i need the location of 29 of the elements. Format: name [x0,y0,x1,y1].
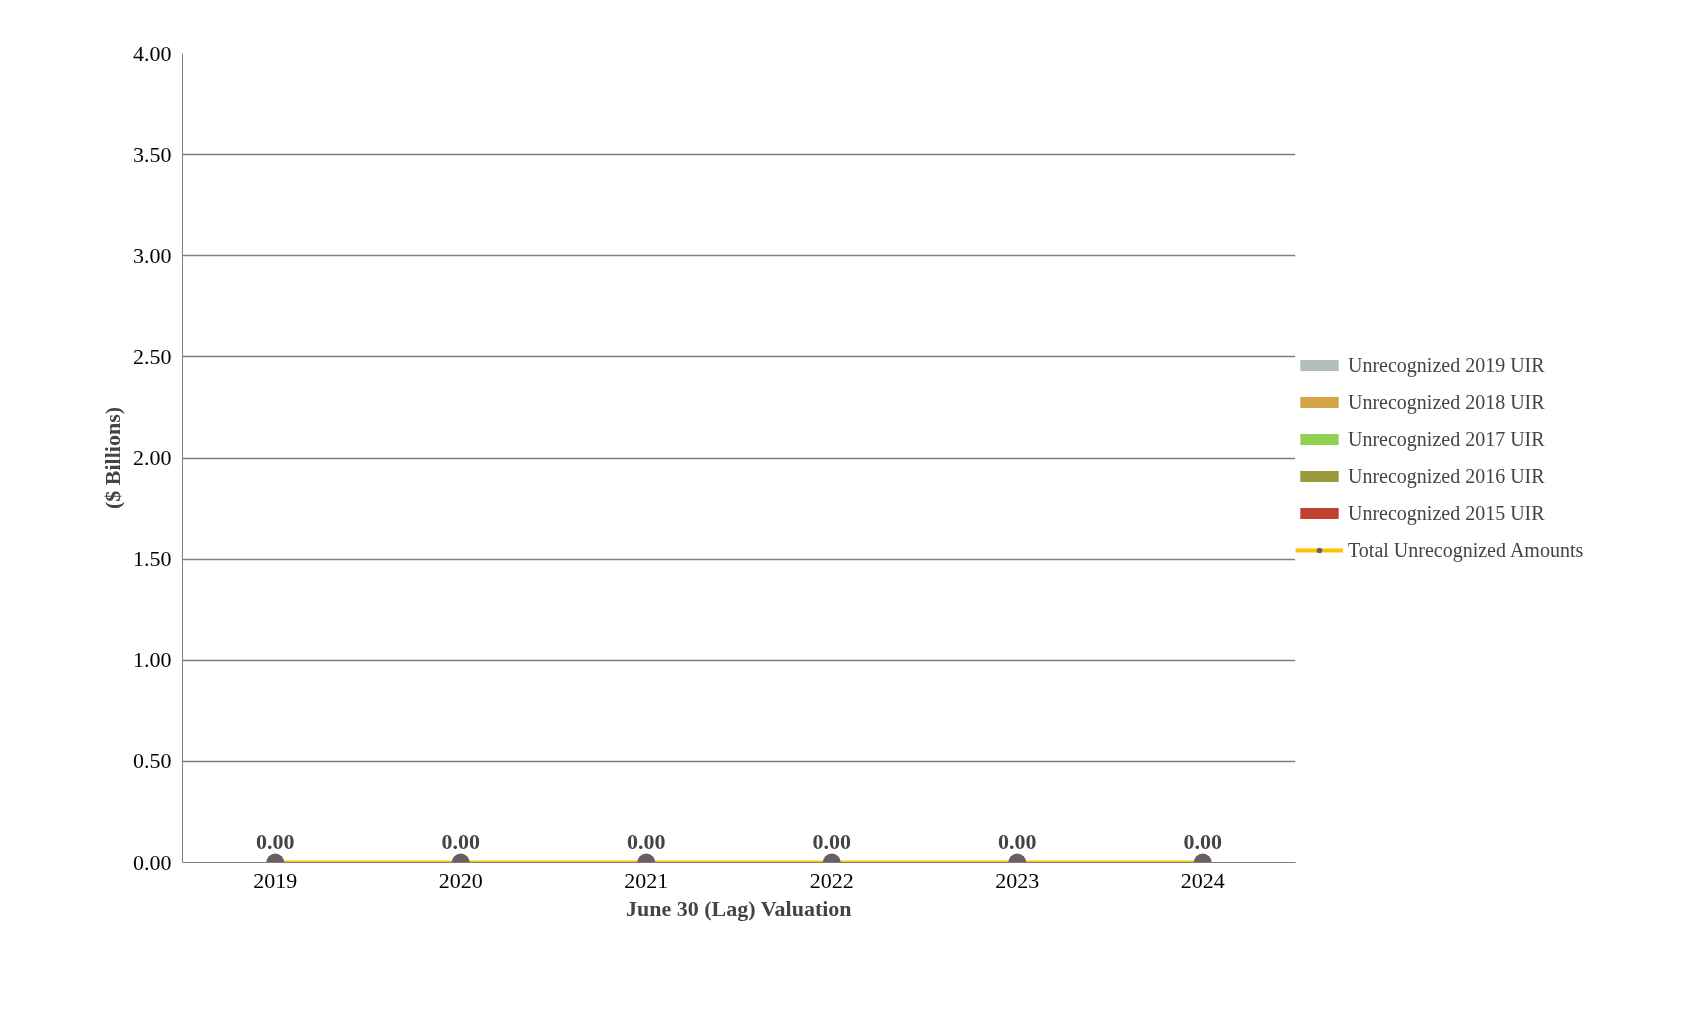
legend-label: Unrecognized 2019 UIR [1348,353,1545,377]
data-label: 0.00 [256,828,295,854]
x-tick-label: 2019 [253,867,298,893]
legend-label: Unrecognized 2016 UIR [1348,464,1545,488]
y-tick-label: 0.50 [133,748,172,774]
data-label: 0.00 [441,828,480,854]
y-tick-label: 1.50 [133,546,172,572]
x-tick-label: 2024 [1180,867,1225,893]
x-axis-title: June 30 (Lag) Valuation [626,895,852,921]
x-tick-label: 2020 [438,867,483,893]
y-tick-label: 3.00 [133,242,172,268]
legend-label: Unrecognized 2018 UIR [1348,390,1545,414]
data-label: 0.00 [812,828,851,854]
y-tick-label: 1.00 [133,647,172,673]
legend-label: Unrecognized 2017 UIR [1348,427,1545,451]
y-tick-label: 4.00 [133,40,172,66]
y-tick-label: 2.00 [133,445,172,470]
y-tick-label: 2.50 [133,343,172,369]
x-tick-label: 2023 [995,867,1040,893]
x-tick-label: 2022 [809,867,854,893]
data-label: 0.00 [998,828,1037,854]
y-axis-title: ($ Billions) [100,406,125,510]
y-tick-label: 3.50 [133,141,172,167]
legend-label: Total Unrecognized Amounts [1348,538,1584,562]
data-label: 0.00 [1183,828,1222,854]
legend-label: Unrecognized 2015 UIR [1348,501,1545,525]
y-tick-label: 0.00 [133,849,172,875]
x-tick-label: 2021 [624,867,669,893]
data-label: 0.00 [627,828,666,854]
